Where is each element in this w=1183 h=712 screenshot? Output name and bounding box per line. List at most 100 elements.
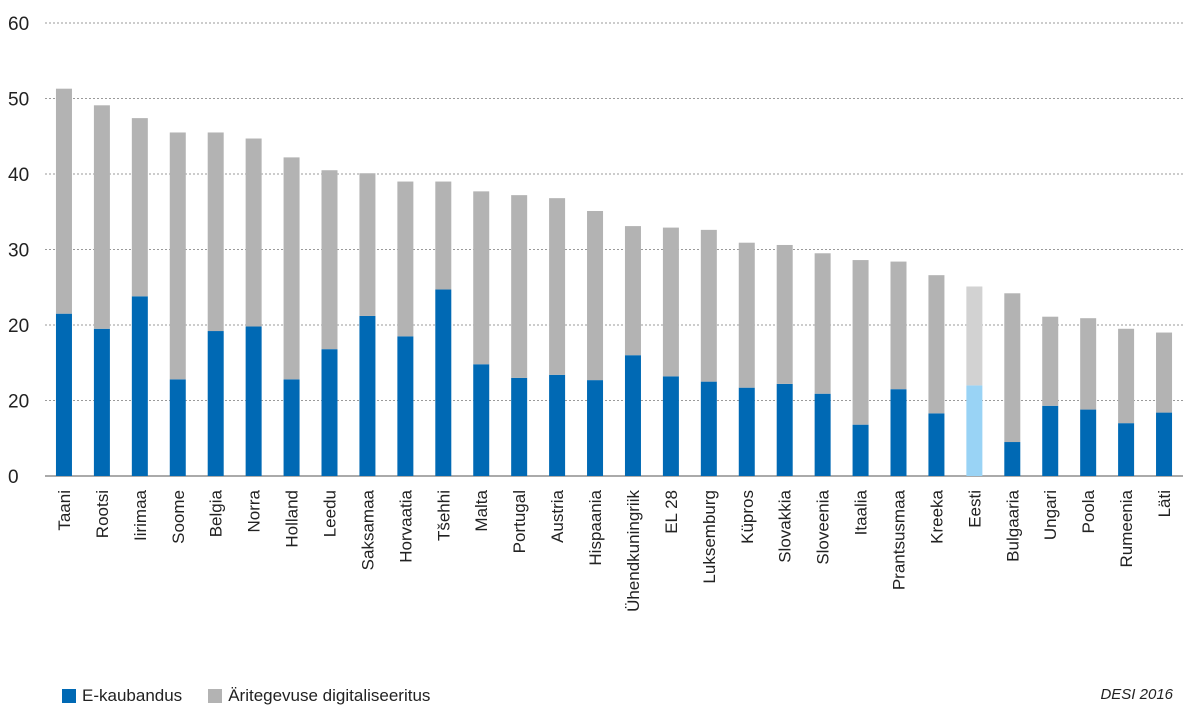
bar-ecommerce	[55, 313, 72, 476]
bar-digitalisation	[814, 253, 831, 394]
x-tick-labels: Taani Rootsi Iirimaa Soome Belgia Norra Hollan…	[55, 489, 1174, 611]
legend-swatch-ecommerce	[62, 689, 76, 703]
legend: E-kaubandus Äritegevuse digitaliseeritus	[62, 686, 456, 706]
bar-digitalisation	[966, 286, 983, 386]
bar-digitalisation	[852, 260, 869, 425]
y-tick-labels: 0 20 20 30 40 50 60	[8, 14, 29, 488]
bar-ecommerce	[928, 413, 945, 476]
bar-digitalisation	[93, 105, 110, 329]
x-tick-label: Belgia	[207, 489, 226, 537]
bar-digitalisation	[283, 157, 300, 380]
x-tick-label: Norra	[245, 489, 264, 532]
bar-digitalisation	[1042, 316, 1059, 406]
bar-digitalisation	[738, 242, 755, 388]
bar-ecommerce	[1156, 412, 1173, 476]
bar-digitalisation	[473, 191, 490, 365]
bar-digitalisation	[169, 132, 186, 380]
bar-ecommerce	[1004, 442, 1021, 476]
x-tick-label: Läti	[1155, 490, 1174, 517]
x-tick-label: Malta	[472, 489, 491, 531]
bar-digitalisation	[890, 261, 907, 390]
x-tick-label: Sloveenia	[814, 489, 833, 564]
bar-ecommerce	[397, 336, 414, 476]
bar-digitalisation	[435, 181, 452, 290]
legend-item-digitalisation: Äritegevuse digitaliseeritus	[208, 686, 430, 706]
x-tick-label: EL 28	[662, 490, 681, 534]
x-tick-label: Itaalia	[852, 489, 871, 535]
bar-digitalisation	[397, 181, 414, 337]
y-tick-label: 20	[8, 316, 29, 337]
y-tick-label: 20	[8, 392, 29, 413]
bar-digitalisation	[207, 132, 224, 332]
bar-ecommerce	[131, 296, 148, 476]
y-tick-label: 30	[8, 241, 29, 262]
bar-ecommerce	[1118, 423, 1135, 476]
x-tick-label: Iirimaa	[131, 489, 150, 541]
x-tick-label: Rumeenia	[1117, 489, 1136, 567]
source-label: DESI 2016	[1100, 686, 1173, 703]
gridlines	[45, 22, 1183, 477]
y-tick-label: 0	[8, 467, 19, 488]
bar-digitalisation	[511, 195, 528, 378]
x-tick-label: Horvaatia	[396, 489, 415, 562]
bar-ecommerce	[511, 377, 528, 476]
bar-digitalisation	[587, 210, 604, 381]
bar-ecommerce	[966, 385, 983, 476]
bar-ecommerce	[1042, 405, 1059, 476]
bar-ecommerce	[359, 315, 376, 476]
bar-ecommerce	[321, 349, 338, 476]
bar-ecommerce	[852, 424, 869, 476]
legend-item-ecommerce: E-kaubandus	[62, 686, 182, 706]
x-tick-label: Austria	[548, 489, 567, 542]
x-tick-label: Hispaania	[586, 489, 605, 565]
bar-digitalisation	[928, 275, 945, 414]
bar-digitalisation	[1156, 332, 1173, 413]
bar-ecommerce	[283, 379, 300, 476]
bar-ecommerce	[814, 393, 831, 476]
x-tick-label: Ungari	[1041, 490, 1060, 540]
bar-ecommerce	[700, 381, 717, 476]
bar-ecommerce	[1080, 409, 1097, 476]
bar-ecommerce	[776, 383, 793, 476]
x-tick-label: Rootsi	[93, 490, 112, 538]
x-tick-label: Tšehhi	[434, 490, 453, 541]
bar-digitalisation	[549, 198, 566, 375]
x-tick-label: Taani	[55, 490, 74, 531]
bar-ecommerce	[662, 376, 679, 476]
bar-digitalisation	[776, 244, 793, 384]
bar-ecommerce	[624, 355, 641, 476]
bar-ecommerce	[207, 331, 224, 476]
y-tick-label: 50	[8, 90, 29, 111]
legend-label-ecommerce: E-kaubandus	[82, 686, 183, 705]
x-tick-label: Küpros	[738, 490, 757, 544]
bar-digitalisation	[1118, 328, 1135, 424]
bar-digitalisation	[662, 227, 679, 377]
bars	[55, 88, 1173, 476]
x-tick-label: Poola	[1079, 489, 1098, 533]
x-tick-label: Soome	[169, 490, 188, 544]
bar-ecommerce	[435, 289, 452, 476]
bar-digitalisation	[700, 229, 717, 382]
x-tick-label: Leedu	[321, 490, 340, 537]
bar-ecommerce	[738, 387, 755, 476]
bar-ecommerce	[587, 380, 604, 476]
x-tick-label: Luksemburg	[700, 490, 719, 584]
bar-ecommerce	[245, 326, 262, 476]
bar-ecommerce	[169, 379, 186, 476]
x-tick-label: Holland	[283, 490, 302, 548]
legend-swatch-digitalisation	[208, 689, 223, 703]
y-tick-label: 40	[8, 165, 29, 186]
x-tick-label: Saksamaa	[358, 489, 377, 570]
x-tick-label: Bulgaaria	[1003, 489, 1022, 561]
bar-digitalisation	[1004, 293, 1021, 443]
bar-ecommerce	[549, 374, 566, 476]
y-tick-label: 60	[8, 14, 29, 35]
legend-label-digitalisation: Äritegevuse digitaliseeritus	[228, 686, 431, 705]
bar-ecommerce	[473, 364, 490, 476]
bar-digitalisation	[359, 173, 376, 316]
x-tick-label: Prantsusmaa	[890, 489, 909, 590]
x-tick-label: Slovakkia	[776, 489, 795, 562]
bar-digitalisation	[55, 88, 72, 314]
